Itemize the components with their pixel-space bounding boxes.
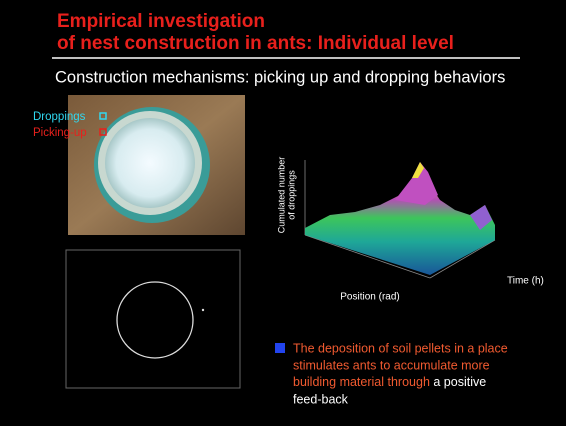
subtitle: Construction mechanisms: picking up and … (55, 68, 505, 86)
axis-label: Position (rad) (340, 292, 399, 303)
bullet-text: The deposition of soil pellets in a plac… (293, 341, 508, 355)
bullet-text: a positive (433, 375, 486, 389)
axis-label: Cumulated number (276, 157, 286, 234)
title-line: Empirical investigation (57, 11, 265, 32)
legend-label: Droppings (33, 111, 86, 123)
bullet-line: building material through a positive (293, 375, 486, 389)
bullet-text: feed-back (293, 392, 349, 406)
legend-label: Picking-up (33, 127, 87, 139)
bullet-text: stimulates ants to accumulate more (293, 358, 490, 372)
nest-photo (68, 95, 245, 235)
title-line: of nest construction in ants: Individual… (57, 33, 454, 54)
slide: Empirical investigation of nest construc… (0, 0, 566, 426)
axis-label: Time (h) (507, 276, 544, 287)
bullet-text: building material through (293, 375, 430, 389)
axis-label: of droppings (286, 170, 296, 220)
bullet-marker (275, 343, 285, 353)
